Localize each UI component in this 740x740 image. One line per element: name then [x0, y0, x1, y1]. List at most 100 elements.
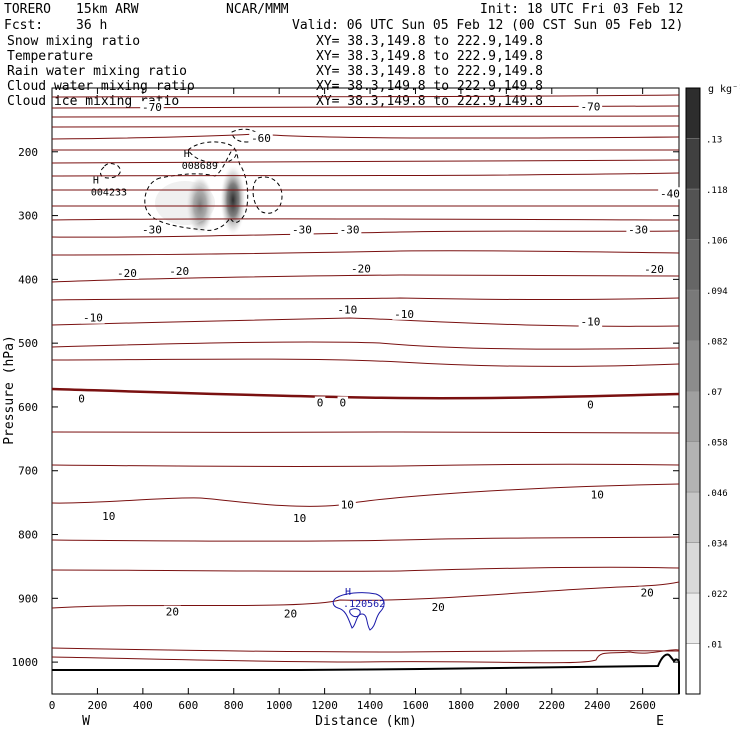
temperature-label: 10: [591, 488, 604, 501]
temperature-label: 10: [341, 499, 354, 512]
plot-frame: [51, 87, 680, 695]
temperature-label-bg: [163, 605, 181, 618]
temperature-label: -20: [117, 267, 137, 280]
temperature-label: -30: [340, 224, 360, 237]
forecast-hours: 36 h: [76, 18, 107, 33]
forecast-label: Fcst:: [4, 18, 43, 33]
colorbar-unit: g kg⁻¹: [708, 84, 740, 95]
temperature-label: 0: [78, 393, 85, 406]
east-end-label: E: [656, 714, 664, 729]
colorbar-segment: [685, 289, 701, 341]
colorbar-segment: [685, 542, 701, 594]
legend-label: Temperature: [7, 49, 93, 64]
temperature-label-bg: [282, 607, 300, 620]
temperature-label: -10: [337, 303, 357, 316]
isotherm: [52, 431, 679, 434]
colorbar-segment: [685, 138, 701, 190]
colorbar-tick-label: .094: [706, 287, 728, 297]
colorbar-tick-label: .01: [706, 641, 722, 651]
colorbar-segment: [685, 441, 701, 493]
isotherm: [52, 274, 679, 283]
temperature-label-bg: [140, 101, 164, 114]
x-tick-label: 800: [224, 699, 244, 712]
isotherm: [52, 483, 679, 507]
temperature-label: -20: [644, 263, 664, 276]
cloud-ice-contour: [100, 163, 121, 179]
temperature-label-bg: [578, 315, 603, 328]
maximum-marker: H: [184, 149, 190, 160]
y-tick-label: 1000: [12, 656, 39, 669]
isotherm: [52, 647, 679, 653]
isotherm: [52, 115, 679, 118]
temperature-label-bg: [349, 262, 373, 275]
temperature-label-bg: [290, 223, 314, 236]
temperature-label: 0: [339, 396, 346, 409]
y-tick-label: 300: [18, 210, 38, 223]
colorbar-tick-label: .046: [706, 489, 728, 499]
y-axis-label: Pressure (hPa): [2, 335, 17, 445]
temperature-label-bg: [337, 223, 362, 236]
colorbar-tick-label: .082: [706, 338, 728, 348]
isotherm: [52, 581, 679, 609]
x-axis-label: Distance (km): [315, 714, 417, 729]
colorbar-segment: [685, 87, 701, 139]
maximum-marker: H: [93, 176, 99, 187]
temperature-label: 10: [293, 512, 306, 525]
x-axis: 0 200 400 600 800 1000 1200 1400 1600 1800 2000 220…: [49, 88, 656, 712]
temperature-label-bg: [115, 266, 139, 279]
x-tick-label: 200: [87, 699, 107, 712]
terrain-line: [52, 653, 680, 694]
x-tick-label: 1400: [357, 699, 384, 712]
temperature-label-bg: [626, 223, 650, 236]
temperature-label-bg: [167, 265, 191, 278]
temperature-isotherms: [52, 94, 679, 664]
x-tick-label: 2000: [493, 699, 520, 712]
cloud-ice-contour: [231, 128, 259, 143]
temperature-label: 20: [166, 606, 179, 619]
cloud-ice-contour: [252, 176, 283, 214]
snow-shading: [155, 164, 246, 236]
isotherm: [52, 159, 679, 164]
colorbar-tick-label: .022: [706, 590, 728, 600]
isotherm: [52, 317, 679, 327]
colorbar-tick-label: .118: [706, 186, 728, 196]
temperature-label-bg: [291, 511, 309, 524]
colorbar-segment: [685, 188, 701, 240]
isotherm: [52, 125, 679, 128]
snow-shade-core: [220, 164, 246, 236]
model-name: TORERO: [4, 2, 51, 17]
temperature-label-bg: [392, 307, 416, 320]
temperature-label-bg: [658, 187, 682, 200]
temperature-labels: -70 -70 -60 -40 -30 -30 -30 -30 -20 -20 -20 -20 -10 -…: [76, 100, 682, 621]
colorbar-tick-label: .058: [706, 439, 728, 449]
temperature-label: 20: [641, 587, 654, 600]
legend-xy: XY= 38.3,149.8 to 222.9,149.8: [316, 94, 543, 109]
isotherm: [52, 218, 679, 221]
colorbar-tick-label: .106: [706, 237, 728, 247]
x-tick-label: 2400: [584, 699, 611, 712]
isotherm: [52, 463, 679, 467]
x-tick-label: 1200: [311, 699, 338, 712]
temperature-label-bg: [140, 223, 164, 236]
valid-time: Valid: 06 UTC Sun 05 Feb 12 (00 CST Sun …: [292, 18, 683, 33]
legend-label: Cloud ice mixing ratio: [7, 94, 179, 109]
legend-xy: XY= 38.3,149.8 to 222.9,149.8: [316, 34, 543, 49]
cloud-ice-contour: [144, 149, 249, 231]
snow-shade-halo: [155, 181, 215, 225]
temperature-label: -10: [83, 312, 103, 325]
temperature-label-bg: [314, 396, 326, 409]
isotherm: [52, 297, 679, 301]
isotherm: [52, 358, 679, 367]
temperature-label: -30: [142, 224, 162, 237]
temperature-label: 0: [587, 398, 594, 411]
colorbar-tick-label: .07: [706, 388, 722, 398]
colorbar-segment: [685, 643, 701, 695]
temperature-label-bg: [578, 100, 603, 113]
colorbar-tick-label: .034: [706, 540, 728, 550]
temperature-label-bg: [338, 498, 356, 511]
temperature-label-bg: [76, 392, 87, 405]
legend-xy: XY= 38.3,149.8 to 222.9,149.8: [316, 49, 543, 64]
temperature-label-bg: [588, 488, 606, 501]
model-resolution: 15km ARW: [76, 2, 139, 17]
